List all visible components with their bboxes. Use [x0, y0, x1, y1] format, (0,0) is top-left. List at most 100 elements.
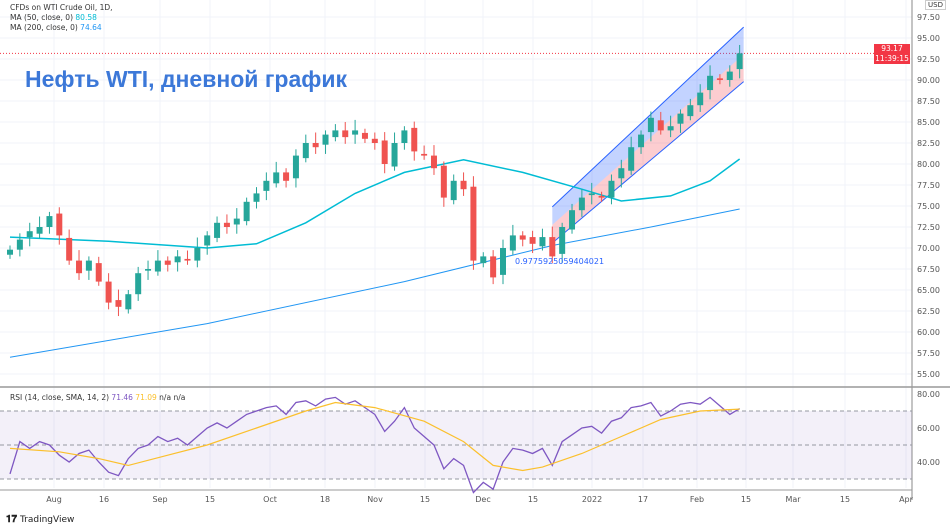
price-tick-label: 75.00	[917, 202, 940, 211]
price-tick-label: 55.00	[917, 370, 940, 379]
candle-body	[125, 294, 132, 310]
candle-body	[46, 216, 53, 227]
candle-body	[470, 186, 477, 261]
candle-body	[549, 237, 556, 257]
candle-body	[174, 256, 181, 263]
candle-body	[726, 71, 733, 80]
candle-body	[401, 130, 408, 143]
candle-body	[36, 227, 43, 234]
price-tick-label: 82.50	[917, 139, 940, 148]
currency-label[interactable]: USD	[925, 0, 946, 10]
price-tick-label: 72.50	[917, 223, 940, 232]
candle-body	[145, 269, 152, 271]
time-tick-label: Sep	[152, 495, 167, 504]
time-tick-label: Nov	[367, 495, 383, 504]
candle-body	[598, 195, 605, 198]
price-tick-label: 57.50	[917, 349, 940, 358]
candle-body	[509, 235, 516, 251]
candle-body	[194, 248, 201, 261]
last-price: 93.17	[881, 44, 903, 53]
time-tick-label: 2022	[582, 495, 602, 504]
candle-body	[233, 218, 240, 225]
rsi-tick-label: 80.00	[917, 390, 940, 399]
candle-body	[56, 213, 63, 236]
candle-body	[135, 273, 142, 295]
candle-body	[302, 143, 309, 159]
rsi-line	[9, 396, 740, 494]
price-tick-label: 87.50	[917, 97, 940, 106]
price-tick-label: 67.50	[917, 265, 940, 274]
candle-body	[707, 75, 714, 91]
channel-lower-fill	[552, 54, 744, 243]
candle-body	[460, 180, 467, 190]
candle-body	[667, 126, 674, 131]
candle-body	[85, 260, 92, 271]
candle-body	[687, 105, 694, 117]
candle-body	[76, 260, 83, 274]
candle-body	[263, 180, 270, 191]
rsi-label: RSI (14, close, SMA, 14, 2)	[10, 393, 110, 402]
brand-label: TradingView	[20, 515, 75, 525]
ma200-legend[interactable]: MA (200, close, 0) 74.64	[10, 23, 113, 33]
price-tick-label: 60.00	[917, 328, 940, 337]
time-tick-label: Oct	[263, 495, 277, 504]
candle-body	[115, 300, 122, 307]
candle-body	[490, 256, 497, 278]
candle-body	[361, 132, 368, 139]
candle-body	[95, 263, 102, 282]
candle-body	[342, 130, 349, 138]
candle-body	[253, 193, 260, 202]
candle-body	[214, 222, 221, 238]
ma200-value: 74.64	[80, 23, 102, 32]
price-tick-label: 97.50	[917, 13, 940, 22]
candle-body	[588, 193, 595, 196]
candle-body	[716, 78, 723, 80]
rsi-tick-label: 40.00	[917, 458, 940, 467]
rsi-tick-label: 60.00	[917, 424, 940, 433]
candle-body	[184, 258, 191, 261]
candle-body	[421, 153, 428, 156]
rsi-na-1: n/a	[159, 393, 172, 402]
time-tick-label: 18	[320, 495, 330, 504]
rsi-ma-value: 71.09	[135, 393, 157, 402]
time-tick-label: 17	[638, 495, 648, 504]
candle-body	[638, 134, 645, 148]
candle-body	[7, 249, 13, 255]
candle-body	[618, 168, 625, 179]
symbol-label: CFDs on WTI Crude Oil, 1D,	[10, 3, 113, 12]
time-tick-label: Dec	[475, 495, 490, 504]
ma50-legend[interactable]: MA (50, close, 0) 80.58	[10, 13, 113, 23]
candle-body	[164, 260, 171, 265]
candle-body	[352, 130, 359, 135]
candle-body	[411, 127, 418, 152]
candle-body	[371, 138, 378, 143]
candle-body	[26, 231, 33, 238]
candle-body	[500, 248, 506, 275]
ma200-line	[9, 208, 740, 358]
tradingview-logo[interactable]: 𝟏𝟕 TradingView	[6, 514, 75, 525]
legend: CFDs on WTI Crude Oil, 1D, MA (50, close…	[10, 3, 113, 33]
price-tick-label: 77.50	[917, 181, 940, 190]
candle-body	[677, 113, 684, 124]
candle-body	[578, 197, 585, 211]
price-tick-label: 92.50	[917, 55, 940, 64]
time-tick-label: 15	[741, 495, 751, 504]
candle-body	[391, 143, 398, 167]
candle-body	[608, 180, 615, 198]
time-tick-label: 15	[205, 495, 215, 504]
price-tick-label: 80.00	[917, 160, 940, 169]
rsi-legend[interactable]: RSI (14, close, SMA, 14, 2) 71.46 71.09 …	[10, 393, 185, 403]
ma200-label: MA (200, close, 0)	[10, 23, 78, 32]
candle-body	[697, 92, 704, 106]
time-tick-label: 15	[420, 495, 430, 504]
channel-label: 0.9775925059404021	[515, 257, 605, 266]
candle-body	[16, 239, 23, 250]
candle-body	[66, 237, 73, 261]
candle-body	[105, 281, 112, 303]
chart-title: Нефть WTI, дневной график	[25, 66, 348, 92]
price-tick-label: 90.00	[917, 76, 940, 85]
time-tick-label: 15	[840, 495, 850, 504]
candle-body	[529, 237, 536, 244]
